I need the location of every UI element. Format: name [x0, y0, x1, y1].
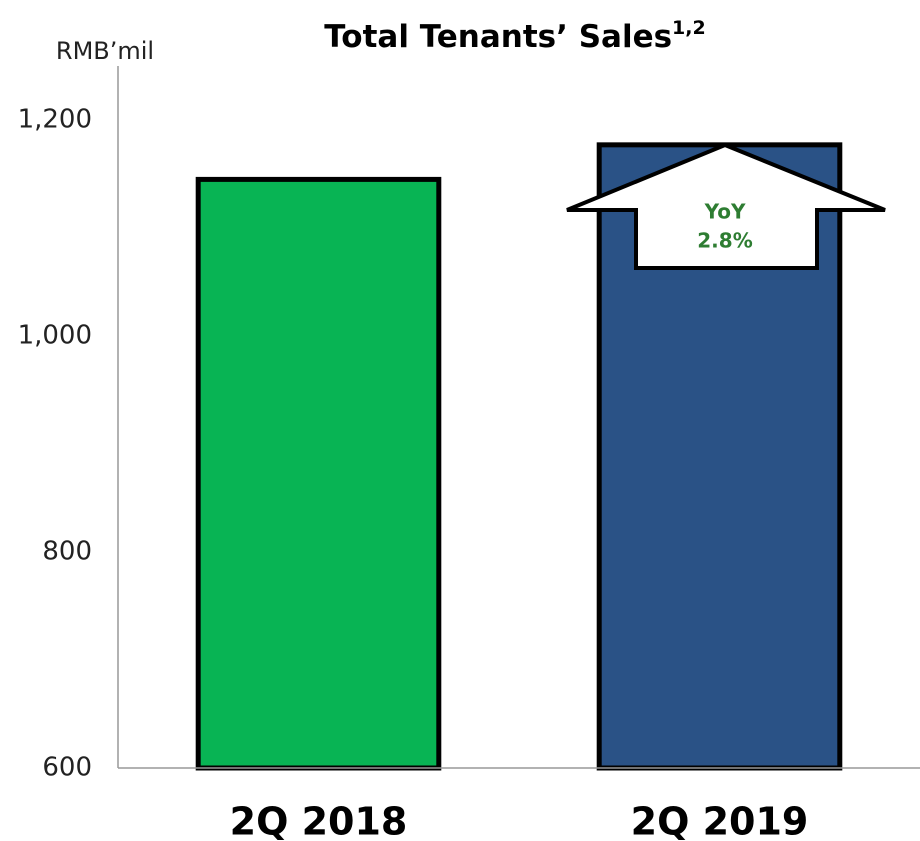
title-note: 1,2: [672, 17, 706, 39]
y-tick-label: 1,200: [18, 105, 92, 135]
y-tick-label: 600: [42, 753, 92, 783]
arrow-shape: [566, 142, 886, 270]
chart-title: Total Tenants’ Sales1,2: [324, 17, 705, 55]
y-tick-label: 1,000: [18, 321, 92, 351]
annotation: 2.8%: [697, 229, 752, 253]
x-tick-label: 2Q 2019: [631, 800, 809, 841]
y-tick-label: 800: [42, 537, 92, 567]
y-axis-label: RMB’mil: [56, 37, 154, 65]
bar: [195, 176, 442, 771]
yoy-arrow: YoY 2.8%: [566, 142, 886, 270]
title-main: Total Tenants’ Sales: [324, 19, 672, 55]
annotation: YoY: [704, 200, 746, 224]
x-tick-label: 2Q 2018: [230, 800, 408, 841]
